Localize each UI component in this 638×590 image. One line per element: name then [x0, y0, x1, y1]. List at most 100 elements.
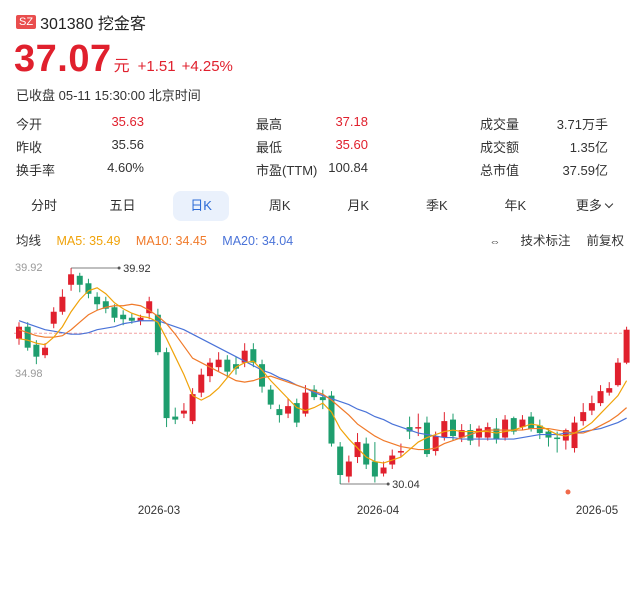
- candle-up[interactable]: [198, 374, 205, 393]
- low-annotation-dot: [386, 482, 390, 486]
- chevron-down-icon: [604, 199, 614, 209]
- candle-up[interactable]: [50, 311, 57, 324]
- candle-up[interactable]: [146, 301, 153, 314]
- candle-down[interactable]: [293, 403, 300, 423]
- ma20-line: [18, 320, 627, 440]
- ma10-line: [18, 303, 627, 451]
- candle-up[interactable]: [562, 430, 569, 441]
- candle-up[interactable]: [588, 403, 595, 411]
- candle-up[interactable]: [206, 362, 213, 377]
- candle-down[interactable]: [102, 301, 109, 309]
- candle-down[interactable]: [267, 389, 274, 405]
- candle-down[interactable]: [94, 296, 101, 305]
- candle-up[interactable]: [502, 419, 509, 438]
- candle-down[interactable]: [528, 416, 535, 429]
- candle-down[interactable]: [337, 446, 344, 476]
- tab-daily-k[interactable]: 日K: [173, 191, 230, 221]
- candle-down[interactable]: [406, 427, 413, 432]
- stat-value: 4.60%: [107, 160, 144, 175]
- candle-up[interactable]: [42, 347, 49, 356]
- candle-up[interactable]: [519, 419, 526, 428]
- y-axis-label-mid: 34.98: [15, 368, 43, 380]
- market-badge: SZ: [16, 15, 37, 29]
- candle-up[interactable]: [458, 430, 465, 438]
- candle-up[interactable]: [59, 296, 66, 312]
- stats-grid: 今开 35.63 最高 37.18 成交量 3.71万手 昨收 35.56 最低 35.6…: [16, 112, 624, 181]
- candle-down[interactable]: [328, 395, 335, 444]
- candle-up[interactable]: [415, 427, 422, 429]
- candle-down[interactable]: [554, 437, 561, 440]
- stat-value: 35.63: [111, 114, 144, 129]
- candle-down[interactable]: [276, 409, 283, 416]
- candle-down[interactable]: [111, 307, 118, 318]
- low-annotation-label: 30.04: [392, 479, 420, 491]
- candle-up[interactable]: [397, 451, 404, 453]
- candle-down[interactable]: [233, 364, 239, 369]
- stat-value: 100.84: [328, 160, 368, 175]
- candle-down[interactable]: [24, 326, 31, 348]
- candle-up[interactable]: [614, 362, 621, 386]
- tab-weekly-k[interactable]: 周K: [268, 198, 291, 213]
- candle-down[interactable]: [259, 364, 266, 387]
- candle-down[interactable]: [250, 349, 257, 363]
- candle-down[interactable]: [423, 422, 430, 455]
- adjust-mode-button[interactable]: 前复权: [586, 234, 624, 248]
- tab-more[interactable]: 更多: [566, 191, 622, 221]
- candle-up[interactable]: [597, 391, 604, 404]
- candle-down[interactable]: [85, 283, 92, 294]
- candle-down[interactable]: [76, 275, 83, 285]
- candle-up[interactable]: [580, 412, 587, 422]
- candle-up[interactable]: [484, 427, 491, 438]
- tab-monthly-k[interactable]: 月K: [347, 198, 370, 213]
- candle-up[interactable]: [571, 422, 578, 449]
- candle-up[interactable]: [189, 394, 196, 422]
- ma20-value: MA20: 34.04: [222, 234, 294, 248]
- event-marker-dot[interactable]: [565, 489, 571, 495]
- candle-up[interactable]: [606, 388, 613, 393]
- x-axis-label-apr: 2026-04: [357, 505, 400, 517]
- stat-label: 昨收: [16, 140, 43, 155]
- candle-down[interactable]: [493, 428, 500, 440]
- candle-up[interactable]: [345, 461, 352, 477]
- candle-down[interactable]: [319, 397, 326, 401]
- candle-down[interactable]: [163, 352, 170, 419]
- candle-down[interactable]: [154, 314, 161, 353]
- candle-up[interactable]: [380, 467, 387, 474]
- tab-five-day[interactable]: 五日: [109, 198, 136, 213]
- candle-up[interactable]: [441, 421, 448, 438]
- current-price: 37.07: [14, 38, 112, 80]
- candle-down[interactable]: [510, 418, 517, 432]
- candle-down[interactable]: [128, 317, 135, 321]
- candle-down[interactable]: [33, 344, 40, 357]
- tech-annotation-toggle[interactable]: ⇔ 技术标注: [473, 230, 570, 249]
- candle-down[interactable]: [536, 425, 543, 434]
- tab-yearly-k[interactable]: 年K: [504, 198, 527, 213]
- candle-up[interactable]: [215, 359, 222, 368]
- candle-down[interactable]: [311, 389, 318, 398]
- y-axis-label-top: 39.92: [15, 262, 43, 274]
- candle-up[interactable]: [285, 406, 292, 414]
- candle-down[interactable]: [450, 419, 456, 437]
- candle-down[interactable]: [224, 359, 231, 372]
- candle-up[interactable]: [241, 350, 248, 363]
- candle-up[interactable]: [137, 317, 144, 321]
- candle-down[interactable]: [172, 416, 179, 420]
- candle-up[interactable]: [180, 410, 187, 414]
- candle-down[interactable]: [467, 430, 474, 441]
- x-axis-label-mar: 2026-03: [138, 505, 180, 517]
- tab-intraday[interactable]: 分时: [30, 198, 57, 213]
- candle-up[interactable]: [476, 428, 483, 438]
- candle-up[interactable]: [623, 329, 630, 363]
- candlestick-chart[interactable]: 39.92 34.98 39.92 30.04 2026-03 2026-04 …: [0, 250, 638, 590]
- candle-up[interactable]: [432, 436, 439, 452]
- candle-up[interactable]: [68, 274, 75, 285]
- tab-quarterly-k[interactable]: 季K: [425, 198, 448, 213]
- candle-up[interactable]: [16, 326, 22, 339]
- candle-down[interactable]: [371, 461, 378, 477]
- candle-up[interactable]: [354, 442, 361, 458]
- candle-down[interactable]: [120, 314, 127, 320]
- ma-label: 均线: [16, 234, 42, 248]
- stat-label: 换手率: [16, 163, 56, 178]
- candle-up[interactable]: [302, 392, 309, 414]
- candle-down[interactable]: [363, 443, 370, 465]
